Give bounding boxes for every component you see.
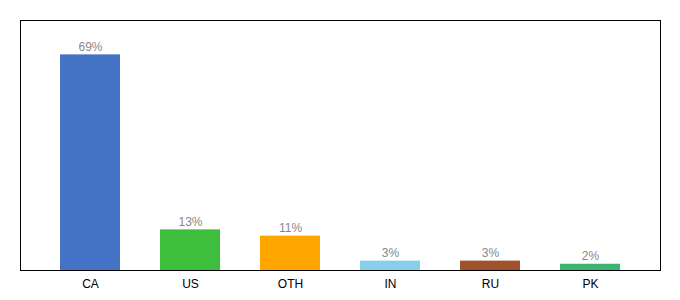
svg-text:IN: IN bbox=[385, 277, 397, 291]
svg-text:11%: 11% bbox=[279, 221, 302, 235]
svg-text:3%: 3% bbox=[382, 246, 400, 260]
svg-text:OTH: OTH bbox=[278, 277, 303, 291]
svg-text:69%: 69% bbox=[78, 40, 102, 54]
svg-text:2%: 2% bbox=[582, 249, 600, 263]
svg-text:CA: CA bbox=[82, 277, 99, 291]
svg-text:13%: 13% bbox=[178, 215, 202, 229]
svg-text:PK: PK bbox=[582, 277, 598, 291]
svg-text:3%: 3% bbox=[482, 246, 500, 260]
svg-text:RU: RU bbox=[482, 277, 499, 291]
svg-text:US: US bbox=[182, 277, 199, 291]
